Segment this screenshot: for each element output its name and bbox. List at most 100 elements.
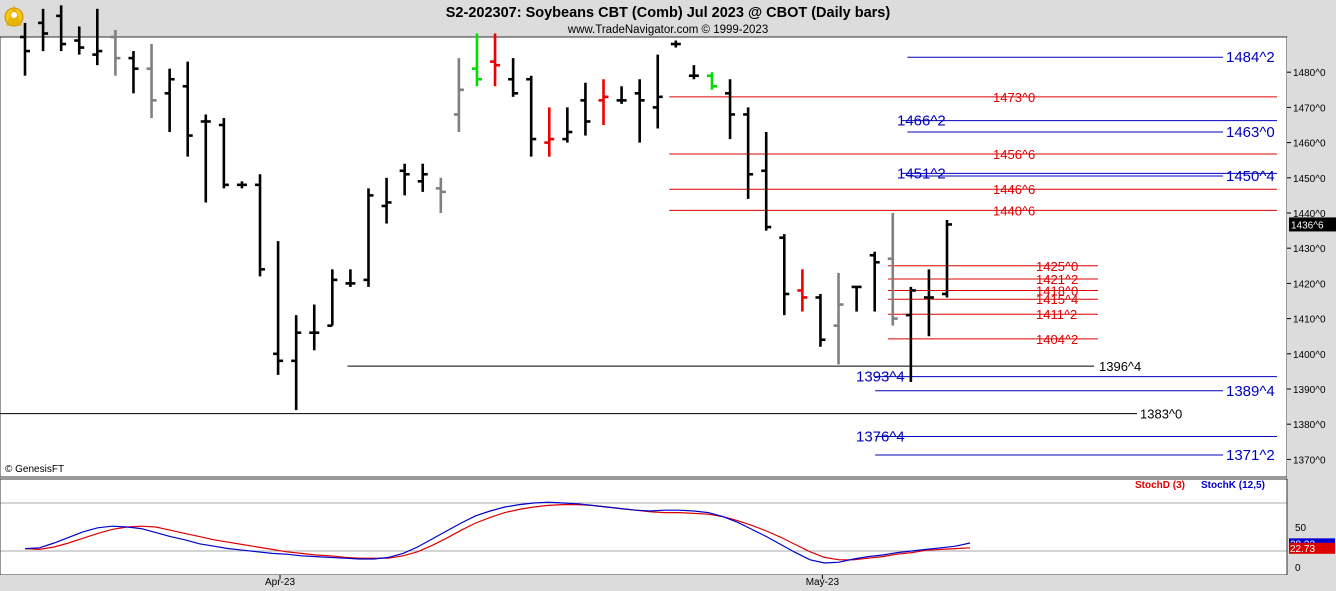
y-tick-label: 1370^0 (1293, 455, 1326, 466)
stoch-line (24, 504, 971, 561)
stoch-tick-label: 0 (1295, 563, 1301, 574)
level-label: 1440^6 (993, 203, 1035, 218)
price-bar (200, 114, 211, 203)
price-bar (345, 269, 356, 287)
y-tick-label: 1440^0 (1293, 209, 1326, 220)
y-tick-label: 1390^0 (1293, 385, 1326, 396)
price-bar (634, 79, 645, 143)
price-bar (146, 44, 157, 118)
level-label: 1463^0 (1226, 124, 1275, 141)
level-label: 1418^0 (1036, 283, 1078, 298)
price-panel (0, 36, 1288, 478)
price-bar (526, 75, 537, 157)
price-bar (688, 65, 699, 80)
level-label: 1451^2 (897, 165, 946, 182)
level-label: 1393^4 (856, 369, 905, 386)
price-bar (56, 5, 67, 52)
level-label: 1456^6 (993, 147, 1035, 162)
y-tick-label: 1450^0 (1293, 174, 1326, 185)
price-bar (110, 29, 121, 76)
price-bar (453, 58, 464, 133)
price-bar (381, 177, 392, 224)
stoch-line (24, 501, 971, 564)
price-bar (851, 285, 862, 312)
price-bar (670, 40, 681, 48)
price-bar (128, 51, 139, 94)
last-price-box (1289, 217, 1336, 232)
price-bar (399, 163, 410, 196)
chart-title: S2-202307: Soybeans CBT (Comb) Jul 2023 … (446, 5, 891, 21)
price-bar (616, 86, 627, 104)
last-price-label: 1436^6 (1291, 220, 1324, 231)
price-axis (1287, 37, 1336, 575)
price-bar (291, 315, 302, 411)
price-bar (580, 82, 591, 136)
x-tick-label: May-23 (806, 577, 840, 588)
price-bar (706, 72, 717, 90)
y-tick-label: 1480^0 (1293, 68, 1326, 79)
level-label: 1383^0 (1140, 407, 1182, 422)
legend-stochk: StochK (12,5) (1201, 480, 1265, 491)
price-bar (92, 8, 103, 66)
level-label: 1450^4 (1226, 168, 1275, 185)
price-bar (471, 33, 482, 87)
level-label: 1404^2 (1036, 332, 1078, 347)
price-bar (490, 33, 501, 87)
level-label: 1473^0 (993, 90, 1035, 105)
price-bar (923, 269, 934, 337)
price-bar (761, 132, 772, 231)
title-bar (0, 0, 1336, 37)
price-bar (743, 107, 754, 199)
price-bar (435, 177, 446, 213)
y-tick-label: 1400^0 (1293, 350, 1326, 361)
y-tick-label: 1380^0 (1293, 420, 1326, 431)
level-label: 1421^2 (1036, 272, 1078, 287)
price-bar (417, 163, 428, 192)
price-bar (652, 54, 663, 129)
price-bar (544, 107, 555, 157)
price-bar (236, 181, 247, 189)
price-bar (833, 272, 844, 365)
y-tick-label: 1430^0 (1293, 244, 1326, 255)
watermark: © GenesisFT (5, 464, 64, 475)
stoch-tick-label: 50 (1295, 523, 1307, 534)
y-tick-label: 1460^0 (1293, 139, 1326, 150)
price-bar (38, 8, 49, 52)
price-bar (363, 188, 374, 287)
x-tick-label: Apr-23 (265, 577, 295, 588)
logo-icon (4, 5, 24, 27)
price-bar (74, 26, 85, 55)
price-bar (887, 213, 898, 326)
level-label: 1425^0 (1036, 259, 1078, 274)
price-bar (598, 79, 609, 125)
price-bar (20, 22, 30, 76)
legend-stochd: StochD (3) (1135, 480, 1185, 491)
price-bar (218, 117, 229, 189)
y-tick-label: 1470^0 (1293, 103, 1326, 114)
level-label: 1466^2 (897, 113, 946, 130)
level-label: 1376^4 (856, 429, 905, 446)
y-tick-label: 1420^0 (1293, 279, 1326, 290)
level-label: 1415^4 (1036, 292, 1078, 307)
price-bar (273, 241, 284, 375)
level-label: 1411^2 (1036, 307, 1077, 322)
level-label: 1396^4 (1099, 359, 1141, 374)
price-bar (942, 220, 952, 298)
level-label: 1389^4 (1226, 383, 1275, 400)
price-bar (725, 79, 736, 140)
price-bar (905, 286, 916, 382)
price-bar (562, 107, 573, 143)
price-bar (797, 269, 808, 312)
price-bar (182, 61, 193, 157)
level-label: 1371^2 (1226, 447, 1275, 464)
stochd-value-box (1289, 542, 1335, 554)
price-bar (327, 269, 338, 327)
price-bar (255, 174, 266, 277)
time-axis (0, 575, 1336, 591)
level-label: 1484^2 (1226, 49, 1275, 66)
price-bar (508, 58, 519, 97)
level-label: 1446^6 (993, 182, 1035, 197)
y-tick-label: 1410^0 (1293, 315, 1326, 326)
chart-subtitle: www.TradeNavigator.com © 1999-2023 (567, 24, 768, 36)
stochd-value: 22.73 (1290, 544, 1315, 555)
